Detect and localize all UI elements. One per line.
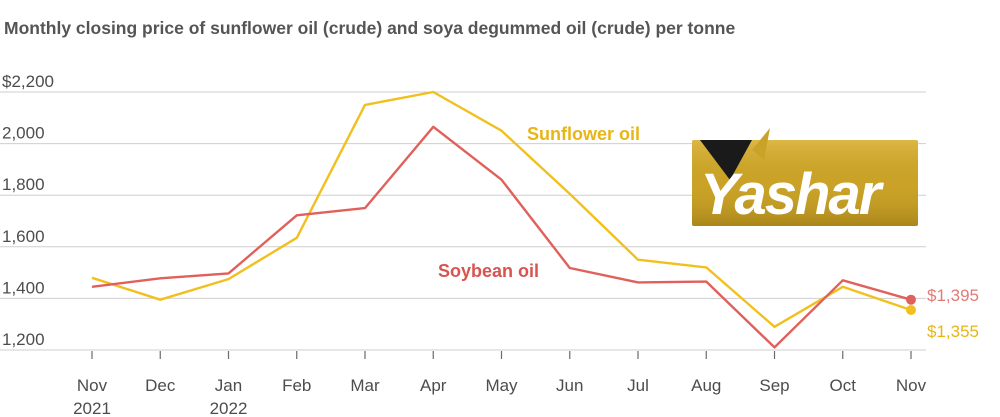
y-tick-label: 1,800 <box>2 175 45 194</box>
y-tick-label: 1,200 <box>2 330 45 349</box>
end-point-marker <box>906 305 916 316</box>
x-tick-label: Jan <box>215 376 242 395</box>
y-tick-label: 2,000 <box>2 124 45 143</box>
yashar-logo: Yashar <box>692 128 918 227</box>
x-tick-label: Oct <box>830 376 857 395</box>
y-tick-label: 1,600 <box>2 227 45 246</box>
x-tick-label: Nov <box>77 376 108 395</box>
end-value-soybean-oil: $1,395 <box>927 286 979 305</box>
x-tick-label: Dec <box>145 376 176 395</box>
chart-title: Monthly closing price of sunflower oil (… <box>4 18 736 38</box>
x-tick-label: Apr <box>420 376 447 395</box>
series-line-soybean-oil <box>91 125 912 349</box>
series-labels: Sunflower oil Soybean oil $1,355 $1,395 <box>438 124 979 341</box>
logo-arrow-icon <box>700 140 752 180</box>
series-line-sunflower-oil <box>91 90 912 328</box>
x-tick-year-label: 2022 <box>210 399 248 417</box>
x-tick-label: Feb <box>282 376 311 395</box>
x-tick-label: Mar <box>350 376 380 395</box>
series-label-soybean-oil: Soybean oil <box>438 261 539 281</box>
x-tick-year-label: 2021 <box>73 399 111 417</box>
x-axis-ticks: Nov 2021 Dec Jan 2022 Feb Mar Apr May Jun Jul Aug Se… <box>73 351 927 417</box>
x-tick-label: Jun <box>556 376 583 395</box>
logo-background-shade <box>692 140 918 226</box>
series-lines <box>91 90 916 349</box>
x-tick-label: Aug <box>691 376 721 395</box>
end-point-marker <box>906 294 916 305</box>
end-value-sunflower-oil: $1,355 <box>927 322 979 341</box>
logo-wordmark: Yashar <box>700 162 885 227</box>
series-label-sunflower-oil: Sunflower oil <box>527 124 640 144</box>
x-tick-label: Nov <box>896 376 927 395</box>
y-tick-label: 1,400 <box>2 278 45 297</box>
x-tick-label: May <box>485 376 518 395</box>
logo-spark-icon <box>752 128 770 160</box>
x-tick-label: Sep <box>759 376 789 395</box>
y-tick-label: $2,200 <box>2 72 54 91</box>
x-tick-label: Jul <box>627 376 649 395</box>
y-axis-ticks: 1,200 1,400 1,600 1,800 2,000 $2,200 <box>2 72 54 349</box>
